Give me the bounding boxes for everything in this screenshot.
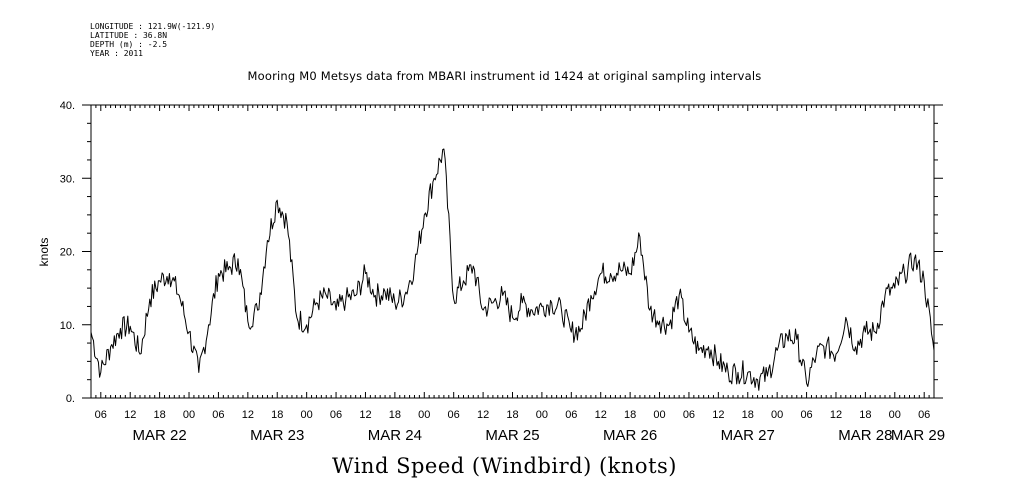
x-tick-label: 12 [124, 409, 136, 421]
meta-latitude: LATITUDE : 36.8N [90, 31, 168, 40]
y-tick-labels: 0. 10. 20. 30. 40. [60, 100, 75, 405]
date-label: MAR 27 [721, 427, 775, 444]
x-tick-label: 06 [800, 409, 812, 421]
date-label: MAR 29 [891, 427, 945, 444]
x-tick-label: 06 [918, 409, 930, 421]
x-tick-label: 12 [712, 409, 724, 421]
x-tick-label: 06 [448, 409, 460, 421]
date-label: MAR 24 [368, 427, 422, 444]
x-tick-label: 06 [212, 409, 224, 421]
date-label: MAR 28 [838, 427, 892, 444]
y-tick-label: 10. [60, 320, 75, 332]
x-tick-label: 18 [271, 409, 283, 421]
x-tick-label: 00 [301, 409, 313, 421]
x-tick-labels: 06 12 18 00 06 12 18 00 06 12 18 00 06 12 18 00 06 12 18 00… [95, 409, 931, 421]
x-tick-label: 12 [359, 409, 371, 421]
x-tick-label: 00 [771, 409, 783, 421]
date-label: MAR 22 [133, 427, 187, 444]
x-tick-label: 00 [418, 409, 430, 421]
x-tick-label: 18 [742, 409, 754, 421]
y-axis-label: knots [37, 238, 51, 267]
meta-depth: DEPTH (m) : -2.5 [90, 40, 168, 49]
x-tick-label: 00 [536, 409, 548, 421]
meta-year: YEAR : 2011 [90, 49, 143, 58]
x-tick-label: 18 [153, 409, 165, 421]
x-tick-label: 18 [859, 409, 871, 421]
x-axis-label: Wind Speed (Windbird) (knots) [332, 454, 677, 478]
y-tick-label: 0. [66, 393, 75, 405]
wind-speed-series-line [90, 148, 935, 391]
x-tick-label: 18 [389, 409, 401, 421]
x-tick-label: 06 [95, 409, 107, 421]
meta-longitude: LONGITUDE : 121.9W(-121.9) [90, 22, 216, 31]
x-tick-label: 12 [242, 409, 254, 421]
date-label: MAR 23 [250, 427, 304, 444]
x-tick-label: 12 [477, 409, 489, 421]
x-tick-label: 00 [183, 409, 195, 421]
y-tick-label: 30. [60, 173, 75, 185]
x-tick-label: 06 [330, 409, 342, 421]
date-label: MAR 25 [485, 427, 539, 444]
date-labels: MAR 22 MAR 23 MAR 24 MAR 25 MAR 26 MAR 27 MAR … [133, 427, 946, 444]
x-tick-label: 00 [653, 409, 665, 421]
x-tick-label: 12 [595, 409, 607, 421]
x-tick-label: 12 [830, 409, 842, 421]
y-tick-label: 20. [60, 247, 75, 259]
date-label: MAR 26 [603, 427, 657, 444]
tick-marks [82, 104, 943, 399]
x-tick-label: 18 [624, 409, 636, 421]
x-tick-label: 06 [565, 409, 577, 421]
chart-title: Mooring M0 Metsys data from MBARI instru… [247, 69, 762, 83]
plot-frame [90, 104, 935, 399]
x-tick-label: 06 [683, 409, 695, 421]
x-tick-label: 00 [889, 409, 901, 421]
y-tick-label: 40. [60, 100, 75, 112]
x-tick-label: 18 [506, 409, 518, 421]
